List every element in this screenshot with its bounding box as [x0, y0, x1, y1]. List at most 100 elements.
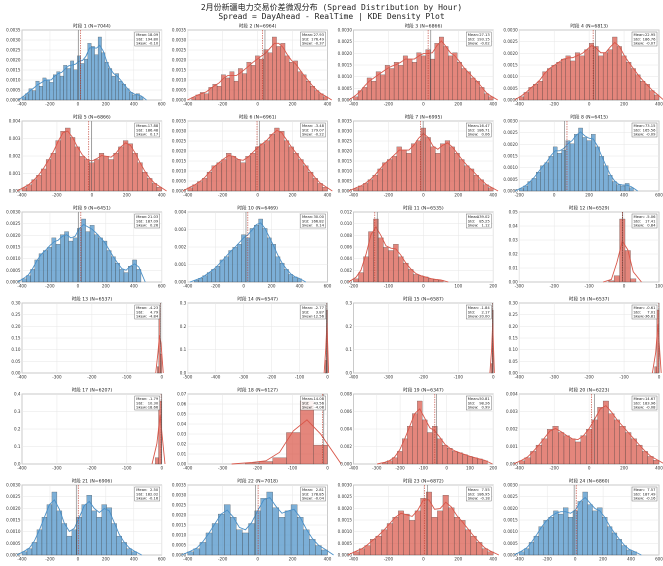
stats-value: 4.79 — [150, 310, 159, 314]
stats-label: Skew: — [302, 224, 313, 228]
histogram-bar — [26, 548, 33, 556]
subplot-hour-16: 时段 16 (N=6537) 0.00 0.05 0.10 0.15 0.20 0.25 0.… — [509, 296, 662, 380]
y-tick-label: 0.01 — [509, 266, 519, 271]
stats-value: 165.56 — [643, 128, 657, 132]
y-tick-label: 0.004 — [340, 427, 352, 432]
histogram-bar — [442, 444, 448, 465]
histogram-bar — [612, 181, 617, 192]
histogram-bar — [113, 153, 119, 192]
histogram-bar — [437, 510, 444, 556]
x-tick-label: -400 — [17, 466, 27, 471]
subplot-title: 时段 1 (N=7044) — [73, 23, 111, 30]
histogram-bar — [484, 93, 489, 101]
subplot-hour-23: 时段 23 (N=6872) 0.0000 0.0005 0.0010 0.0015 0.… — [338, 478, 500, 562]
stats-label: Skew: — [136, 133, 147, 137]
stats-label: Mean: — [634, 306, 645, 310]
x-tick-label: 200 — [585, 193, 593, 198]
subplot-hour-15: 时段 15 (N=6587) 0.0 0.1 0.2 0.3 -400 -300 -200 -1… — [345, 296, 494, 380]
x-tick-label: 400 — [296, 284, 304, 289]
x-tick-label: 0 — [242, 284, 245, 289]
histogram-bar — [591, 134, 596, 192]
histogram-bar — [598, 55, 604, 101]
x-tick-label: -400 — [515, 466, 525, 471]
histogram-bar — [449, 146, 455, 192]
histogram-bar — [357, 90, 363, 101]
y-tick-label: 0.0010 — [338, 74, 353, 79]
histogram-bar — [382, 162, 388, 192]
stats-value: 0.06 — [482, 133, 491, 137]
stats-box — [466, 213, 492, 229]
x-tick-label: -300 — [550, 375, 560, 380]
y-tick-label: 0.000 — [340, 280, 352, 285]
stats-label: Std: — [634, 37, 641, 41]
x-tick-label: 400 — [130, 102, 138, 107]
histogram-bar — [630, 68, 636, 101]
stats-value: 14.67 — [645, 397, 656, 401]
histogram-bar — [60, 234, 65, 283]
histogram-bar — [226, 153, 232, 192]
stats-value: 10.30 — [148, 401, 159, 405]
y-tick-label: 0.0015 — [503, 63, 518, 68]
histogram-bar — [444, 140, 451, 192]
x-tick-label: -200 — [550, 466, 560, 471]
stats-value: 0.14 — [316, 224, 325, 228]
histogram-bar — [577, 501, 583, 556]
histogram-bar — [414, 510, 421, 556]
histogram-bar — [552, 146, 558, 192]
histogram-bar — [426, 491, 432, 556]
stats-label: Skew: — [136, 497, 147, 501]
histogram-bar — [364, 545, 371, 556]
y-tick-label: 0.0005 — [338, 541, 353, 546]
kde-curve — [348, 226, 449, 283]
histogram-bar — [616, 184, 621, 192]
histogram-bar — [409, 520, 416, 556]
histogram-bar — [269, 134, 275, 192]
stats-label: Skew: — [468, 315, 479, 319]
histogram-bar — [80, 63, 85, 101]
histogram-bar — [101, 52, 106, 101]
stats-label: Std: — [302, 128, 309, 132]
x-tick-label: 0 — [422, 102, 425, 107]
histogram-bar — [425, 137, 431, 192]
histogram-bar — [563, 435, 570, 465]
histogram-bar — [630, 438, 637, 465]
x-tick-label: 100 — [454, 284, 462, 289]
histogram-bar — [298, 159, 304, 192]
stats-box — [300, 304, 326, 320]
stats-box — [134, 304, 160, 320]
kde-curve — [489, 323, 495, 374]
histogram-bar — [155, 457, 159, 465]
y-tick-label: 0.0000 — [503, 553, 518, 558]
x-tick-label: -400 — [183, 284, 193, 289]
stats-label: Skew: — [136, 315, 147, 319]
histogram-bar — [116, 535, 122, 556]
histogram-bar — [101, 504, 107, 556]
histogram-bar — [607, 175, 613, 192]
y-tick-label: 0.0035 — [172, 28, 187, 33]
histogram-bar — [260, 498, 267, 556]
histogram-bar — [36, 175, 42, 192]
x-tick-label: -200 — [87, 466, 97, 471]
subplot-title: 时段 17 (N=6207) — [72, 387, 113, 394]
x-tick-label: 400 — [324, 102, 332, 107]
figure-title: 2月份新疆电力交易价差微观分布 (Spread Distribution by … — [0, 3, 663, 21]
histogram-bar — [284, 55, 290, 101]
histogram-bar — [448, 55, 453, 101]
histogram-bar — [434, 43, 440, 101]
histogram-bar — [128, 266, 133, 283]
histogram-bar — [569, 438, 576, 465]
histogram-bar — [246, 62, 252, 101]
y-tick-label: 0.1 — [14, 444, 21, 449]
stats-label: Skew: — [136, 224, 147, 228]
histogram-bar — [263, 49, 269, 101]
histogram-bar — [286, 432, 301, 465]
subplot-title: 时段 5 (N=6866) — [73, 114, 111, 121]
y-tick-label: 0.001 — [506, 444, 518, 449]
y-tick-label: 0.20 — [509, 324, 519, 329]
y-tick-label: 0.0020 — [338, 506, 353, 511]
histogram-bar — [358, 272, 364, 283]
y-tick-label: 0.0005 — [503, 86, 518, 91]
x-tick-label: -400 — [183, 466, 193, 471]
y-tick-label: 0.0000 — [6, 280, 21, 285]
